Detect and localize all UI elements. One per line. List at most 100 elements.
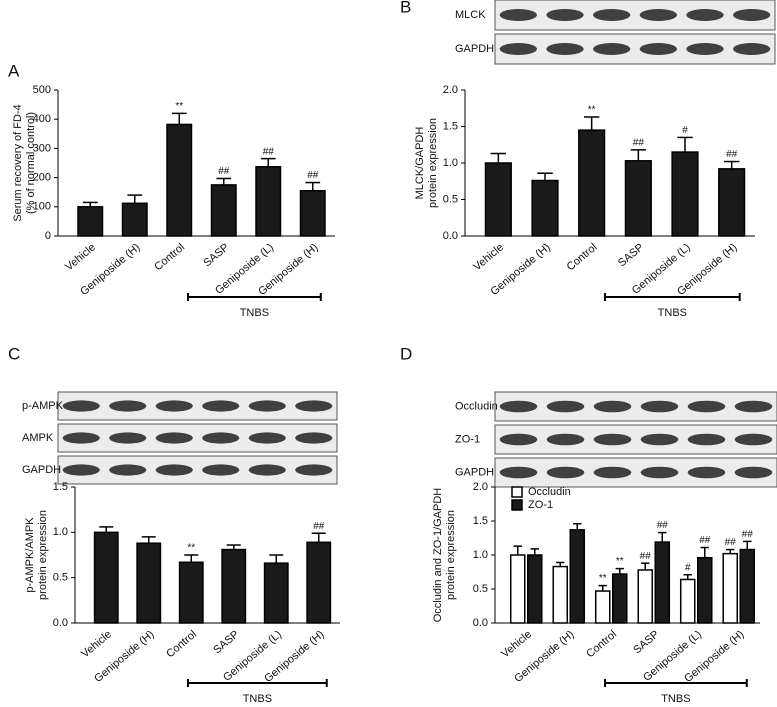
blot-band [686, 9, 724, 21]
blot-label: Occludin [455, 400, 498, 412]
significance: ** [175, 101, 183, 112]
blot-band [499, 9, 537, 21]
y-axis-label: protein expression [427, 118, 439, 208]
y-tick-label: 0.0 [443, 230, 458, 242]
bar [612, 573, 628, 624]
blot-frame [57, 391, 338, 421]
blot-band [593, 400, 632, 413]
blot-band [687, 433, 726, 446]
blot-frame [494, 33, 776, 65]
blot-frame [494, 0, 776, 31]
blot-band [734, 433, 773, 446]
bar [484, 162, 512, 237]
y-axis-label: MLCK/GAPDH [414, 127, 426, 200]
blot-band [109, 464, 147, 476]
blot-band [155, 400, 193, 412]
blot-band [499, 400, 538, 413]
blot-band [546, 400, 585, 413]
legend-swatch [511, 486, 523, 498]
y-tick-label: 1.5 [53, 481, 68, 493]
bar [624, 160, 652, 237]
y-tick-label: 0.0 [473, 617, 488, 629]
x-tick-label: Vehicle [499, 628, 534, 660]
blot-band [295, 464, 333, 476]
bar [739, 548, 756, 624]
blot-label: MLCK [455, 9, 486, 21]
significance: # [685, 562, 691, 573]
significance: ## [725, 537, 737, 548]
y-axis-label: p-AMPK/AMPK [24, 517, 36, 593]
x-tick-label: Vehicle [471, 241, 506, 273]
y-tick-label: 1.0 [473, 549, 488, 561]
bar [552, 565, 568, 624]
y-tick-label: 1.5 [443, 120, 458, 132]
significance: ## [263, 146, 275, 157]
blot-label: GAPDH [455, 43, 494, 55]
panel-letter: A [8, 61, 20, 80]
group-label: TNBS [243, 693, 272, 702]
x-tick-label: Control [584, 628, 619, 660]
y-tick-label: 400 [33, 113, 51, 125]
y-axis-label: (% of normal control) [25, 112, 37, 214]
blot-band [62, 432, 100, 444]
significance: # [682, 125, 688, 136]
blot-frame [494, 424, 777, 455]
blot-band [499, 43, 537, 55]
blot-band [155, 432, 193, 444]
y-tick-label: 0 [45, 230, 51, 242]
blot-band [109, 432, 147, 444]
blot-frame [494, 391, 777, 422]
significance: ## [742, 529, 754, 540]
bar [594, 590, 611, 624]
bar [671, 151, 699, 237]
blot-band [593, 433, 632, 446]
significance: ## [313, 521, 325, 532]
blot-band [733, 9, 771, 21]
blot-band [640, 433, 679, 446]
blot-band [686, 43, 724, 55]
x-tick-label: Control [565, 241, 600, 273]
x-tick-label: SASP [616, 241, 646, 269]
blot-band [546, 43, 584, 55]
y-tick-label: 0.5 [473, 583, 488, 595]
bar [718, 168, 746, 237]
blot-band [62, 464, 100, 476]
y-tick-label: 200 [33, 172, 51, 184]
panel-letter: B [400, 0, 411, 16]
y-tick-label: 0.5 [443, 193, 458, 205]
blot-label: AMPK [22, 432, 54, 444]
significance: ** [616, 556, 624, 567]
bar [679, 578, 696, 624]
significance: ## [699, 535, 711, 546]
blot-frame [57, 423, 338, 453]
blot-label: ZO-1 [455, 433, 480, 445]
y-tick-label: 1.5 [473, 515, 488, 527]
bar [299, 189, 326, 237]
group-label: TNBS [240, 307, 269, 319]
bar [255, 166, 282, 237]
x-tick-label: Vehicle [63, 241, 98, 273]
y-tick-label: 300 [33, 142, 51, 154]
legend-swatch [511, 499, 523, 511]
y-tick-label: 500 [33, 84, 51, 96]
significance: ## [218, 166, 230, 177]
blot-band [202, 400, 240, 412]
blot-band [295, 432, 333, 444]
blot-label: p-AMPK [22, 400, 64, 412]
group-label: TNBS [658, 307, 687, 319]
blot-band [202, 432, 240, 444]
blot-band [202, 464, 240, 476]
blot-band [734, 466, 773, 479]
significance: ## [307, 170, 319, 181]
bar [569, 529, 586, 624]
significance: ** [187, 543, 195, 554]
blot-band [639, 43, 677, 55]
bar [509, 554, 526, 624]
y-axis-label: protein expression [445, 510, 457, 600]
y-axis-label: protein expression [37, 510, 49, 600]
legend-label: Occludin [528, 486, 571, 498]
y-tick-label: 100 [33, 201, 51, 213]
y-axis-label: Occludin and ZO-1/GAPDH [432, 488, 444, 623]
x-tick-label: Vehicle [79, 628, 114, 660]
